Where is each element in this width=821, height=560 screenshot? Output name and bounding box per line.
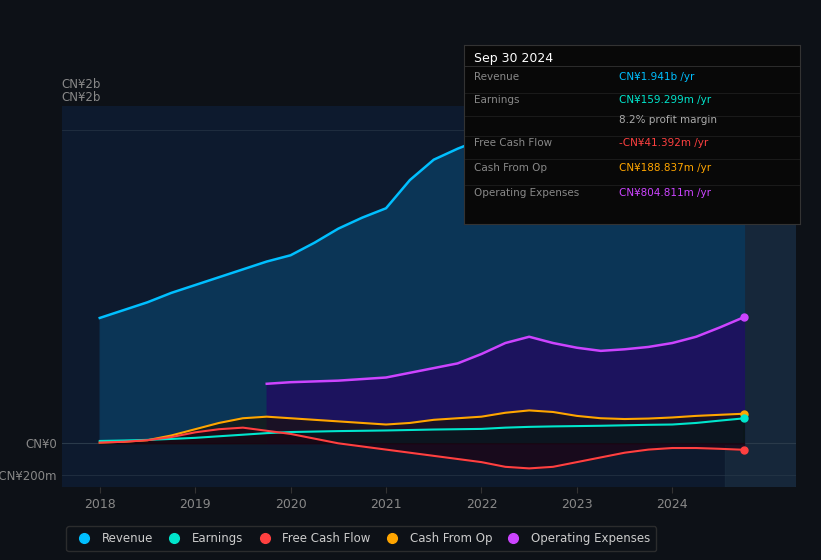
Text: CN¥1.941b /yr: CN¥1.941b /yr (619, 72, 694, 82)
Bar (725, 106, 796, 487)
Text: -CN¥41.392m /yr: -CN¥41.392m /yr (619, 138, 708, 148)
Text: Operating Expenses: Operating Expenses (474, 188, 579, 198)
Text: CN¥2b: CN¥2b (62, 91, 101, 104)
Text: CN¥2b: CN¥2b (62, 78, 101, 91)
Text: Earnings: Earnings (474, 95, 520, 105)
Text: Free Cash Flow: Free Cash Flow (474, 138, 552, 148)
Text: Revenue: Revenue (474, 72, 519, 82)
Text: 8.2% profit margin: 8.2% profit margin (619, 115, 717, 125)
Text: Cash From Op: Cash From Op (474, 163, 547, 173)
Text: CN¥804.811m /yr: CN¥804.811m /yr (619, 188, 711, 198)
Text: CN¥159.299m /yr: CN¥159.299m /yr (619, 95, 711, 105)
Text: Sep 30 2024: Sep 30 2024 (474, 52, 553, 65)
Text: CN¥188.837m /yr: CN¥188.837m /yr (619, 163, 711, 173)
Legend: Revenue, Earnings, Free Cash Flow, Cash From Op, Operating Expenses: Revenue, Earnings, Free Cash Flow, Cash … (67, 526, 656, 551)
